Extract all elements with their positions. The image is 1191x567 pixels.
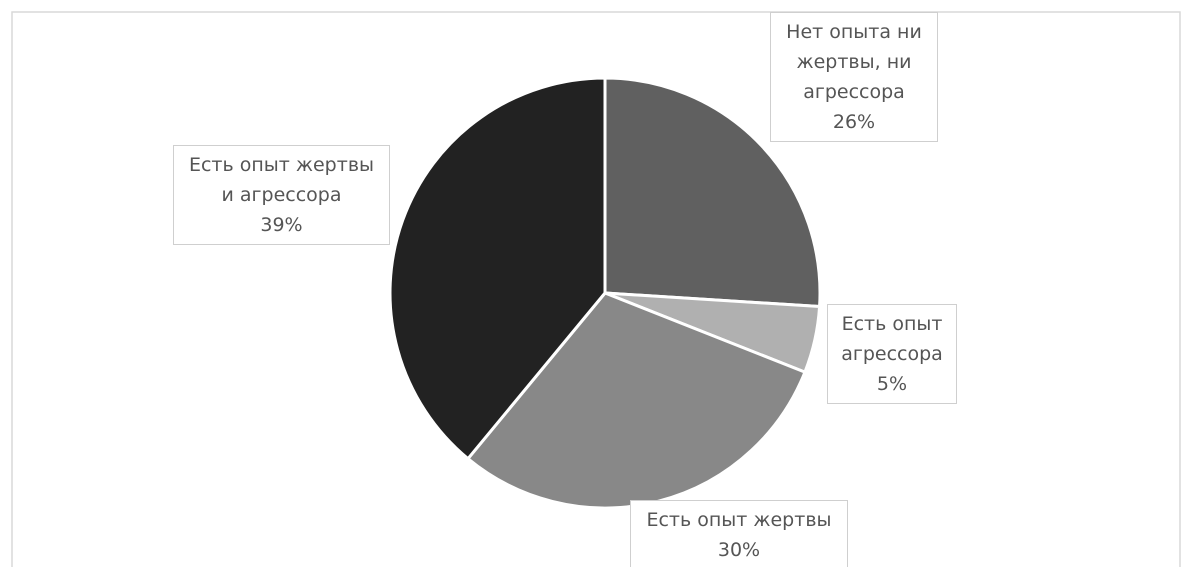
- category-label: Есть опыт жертвы и агрессора: [188, 154, 375, 206]
- data-label: Есть опыт жертвы 30%: [630, 500, 848, 567]
- pie-slice: [388, 76, 607, 461]
- category-label: Есть опыт жертвы: [646, 509, 832, 531]
- data-label: Есть опыт жертвы и агрессора 39%: [173, 145, 390, 245]
- value-label: 5%: [876, 373, 908, 395]
- category-label: Есть опыт агрессора: [841, 313, 943, 365]
- category-label: Нет опыта ни жертвы, ни агрессора: [786, 21, 922, 103]
- data-label: Есть опыт агрессора 5%: [827, 304, 957, 404]
- value-label: 39%: [260, 214, 303, 236]
- data-label: Нет опыта ни жертвы, ни агрессора 26%: [770, 12, 938, 142]
- chart-frame: [11, 11, 1181, 567]
- value-label: 30%: [717, 539, 761, 561]
- pie-slice: [603, 76, 822, 308]
- value-label: 26%: [832, 111, 876, 133]
